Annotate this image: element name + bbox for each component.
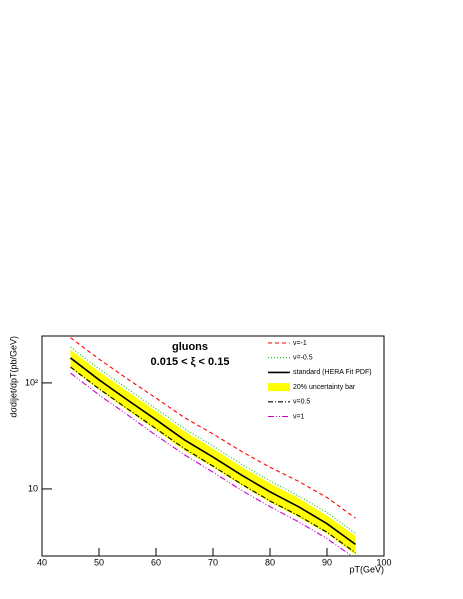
legend-swatch bbox=[268, 383, 290, 392]
series-line bbox=[70, 357, 356, 546]
uncertainty-band bbox=[70, 349, 356, 555]
chart-title: gluons bbox=[172, 341, 208, 353]
x-tick-label: 90 bbox=[322, 557, 332, 567]
legend-label: ν=-1 bbox=[293, 340, 307, 347]
x-tick-label: 50 bbox=[94, 557, 104, 567]
series-line bbox=[70, 372, 353, 556]
y-axis-label: dσdijet/dpT(pb/GeV) bbox=[8, 336, 18, 418]
legend-label: ν=0.5 bbox=[293, 399, 310, 406]
y-tick-label: 10 bbox=[28, 483, 38, 493]
chart-subtitle: 0.015 < ξ < 0.15 bbox=[151, 356, 230, 368]
legend-label: ν=-0.5 bbox=[293, 355, 313, 362]
plot-area bbox=[70, 337, 356, 556]
x-tick-label: 60 bbox=[151, 557, 161, 567]
x-tick-label: 80 bbox=[265, 557, 275, 567]
x-tick-label: 40 bbox=[37, 557, 47, 567]
legend-label: 20% uncertainty bar bbox=[293, 384, 356, 391]
x-tick-label: 100 bbox=[376, 557, 391, 567]
series-line bbox=[70, 337, 356, 519]
legend-label: standard (HERA Fit PDF) bbox=[293, 369, 372, 376]
series-line bbox=[70, 366, 356, 554]
y-tick-label: 10² bbox=[25, 377, 38, 387]
legend-label: ν=1 bbox=[293, 413, 305, 420]
x-axis-label: pT(GeV) bbox=[349, 564, 384, 574]
x-tick-label: 70 bbox=[208, 557, 218, 567]
